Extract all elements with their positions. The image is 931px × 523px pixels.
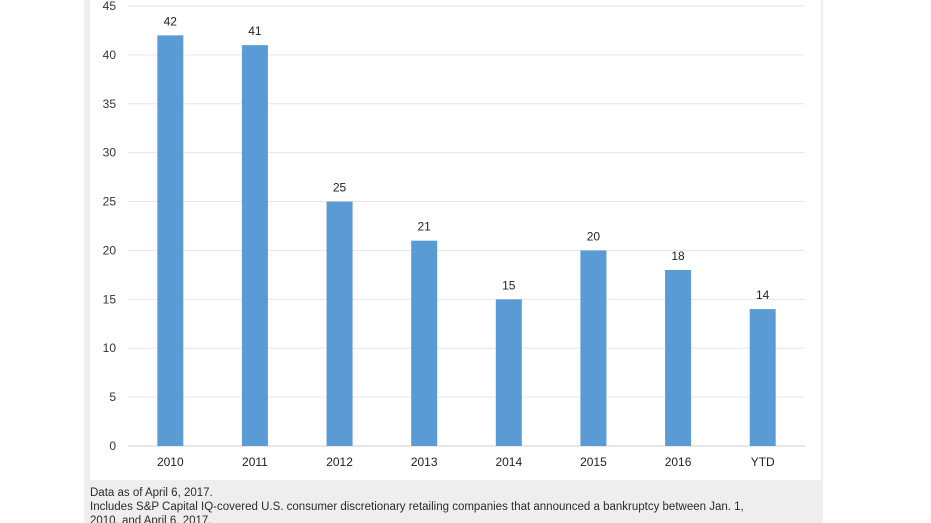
data-label: 15 — [502, 278, 516, 292]
x-tick-label: 2010 — [157, 455, 184, 469]
data-label: 25 — [333, 181, 347, 195]
y-tick-label: 45 — [103, 0, 117, 13]
x-axis-ticks: 2010 2011 2012 2013 2014 2015 2016 YTD — [157, 455, 775, 469]
x-tick-label: 2012 — [326, 455, 353, 469]
data-label: 20 — [587, 229, 601, 243]
y-tick-label: 40 — [103, 48, 117, 62]
y-tick-label: 15 — [103, 292, 117, 306]
y-tick-label: 10 — [103, 341, 117, 355]
bar — [241, 45, 268, 446]
chart-area — [90, 0, 821, 480]
y-tick-label: 20 — [103, 243, 117, 257]
x-tick-label: 2013 — [411, 455, 438, 469]
y-tick-label: 30 — [103, 146, 117, 160]
y-tick-label: 5 — [109, 390, 116, 404]
footnote-line-1: Data as of April 6, 2017. — [90, 487, 213, 499]
bar — [157, 35, 184, 446]
bar-chart: 0 5 10 15 20 25 30 35 40 45 42 41 25 21 15 20 18 14 2010… — [103, 0, 805, 469]
bar — [411, 240, 438, 446]
y-tick-label: 35 — [103, 97, 117, 111]
footnote-line-3: 2010, and April 6, 2017. — [90, 515, 212, 523]
data-label: 21 — [418, 220, 432, 234]
y-tick-label: 25 — [103, 195, 117, 209]
x-tick-label: 2016 — [665, 455, 692, 469]
x-tick-label: YTD — [751, 455, 775, 469]
footnote: Data as of April 6, 2017. Includes S&P C… — [90, 486, 825, 523]
data-label: 18 — [671, 249, 685, 263]
bar — [326, 201, 353, 446]
bar — [580, 250, 607, 446]
data-label: 42 — [164, 14, 178, 28]
footnote-line-2: Includes S&P Capital IQ-covered U.S. con… — [90, 501, 744, 513]
x-tick-label: 2015 — [580, 455, 607, 469]
data-labels: 42 41 25 21 15 20 18 14 — [164, 14, 770, 302]
y-tick-label: 0 — [109, 439, 116, 453]
bar — [665, 270, 692, 446]
bars — [157, 35, 776, 446]
data-label: 41 — [248, 24, 262, 38]
bar — [495, 299, 522, 446]
bar — [749, 309, 776, 446]
gridlines — [128, 5, 805, 447]
x-tick-label: 2014 — [495, 455, 522, 469]
x-tick-label: 2011 — [242, 455, 268, 469]
y-axis-ticks: 0 5 10 15 20 25 30 35 40 45 — [103, 0, 117, 453]
data-label: 14 — [756, 288, 770, 302]
